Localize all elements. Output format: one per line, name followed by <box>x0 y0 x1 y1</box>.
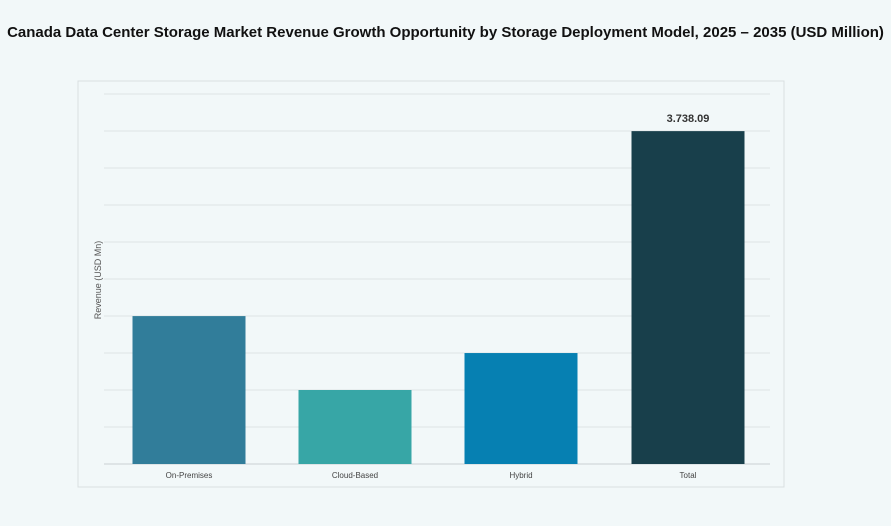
bar-on-premises <box>132 316 246 464</box>
chart-title: Canada Data Center Storage Market Revenu… <box>7 24 884 41</box>
x-tick-label: Hybrid <box>509 471 532 480</box>
data-label: 3.738.09 <box>667 113 710 125</box>
x-tick-label: Total <box>680 471 697 480</box>
x-tick-label: On-Premises <box>166 471 213 480</box>
bar-hybrid <box>464 353 578 464</box>
x-tick-label: Cloud-Based <box>332 471 378 480</box>
bar-total <box>631 131 745 465</box>
bar-cloud-based <box>298 390 412 464</box>
y-axis-label: Revenue (USD Mn) <box>93 241 103 320</box>
